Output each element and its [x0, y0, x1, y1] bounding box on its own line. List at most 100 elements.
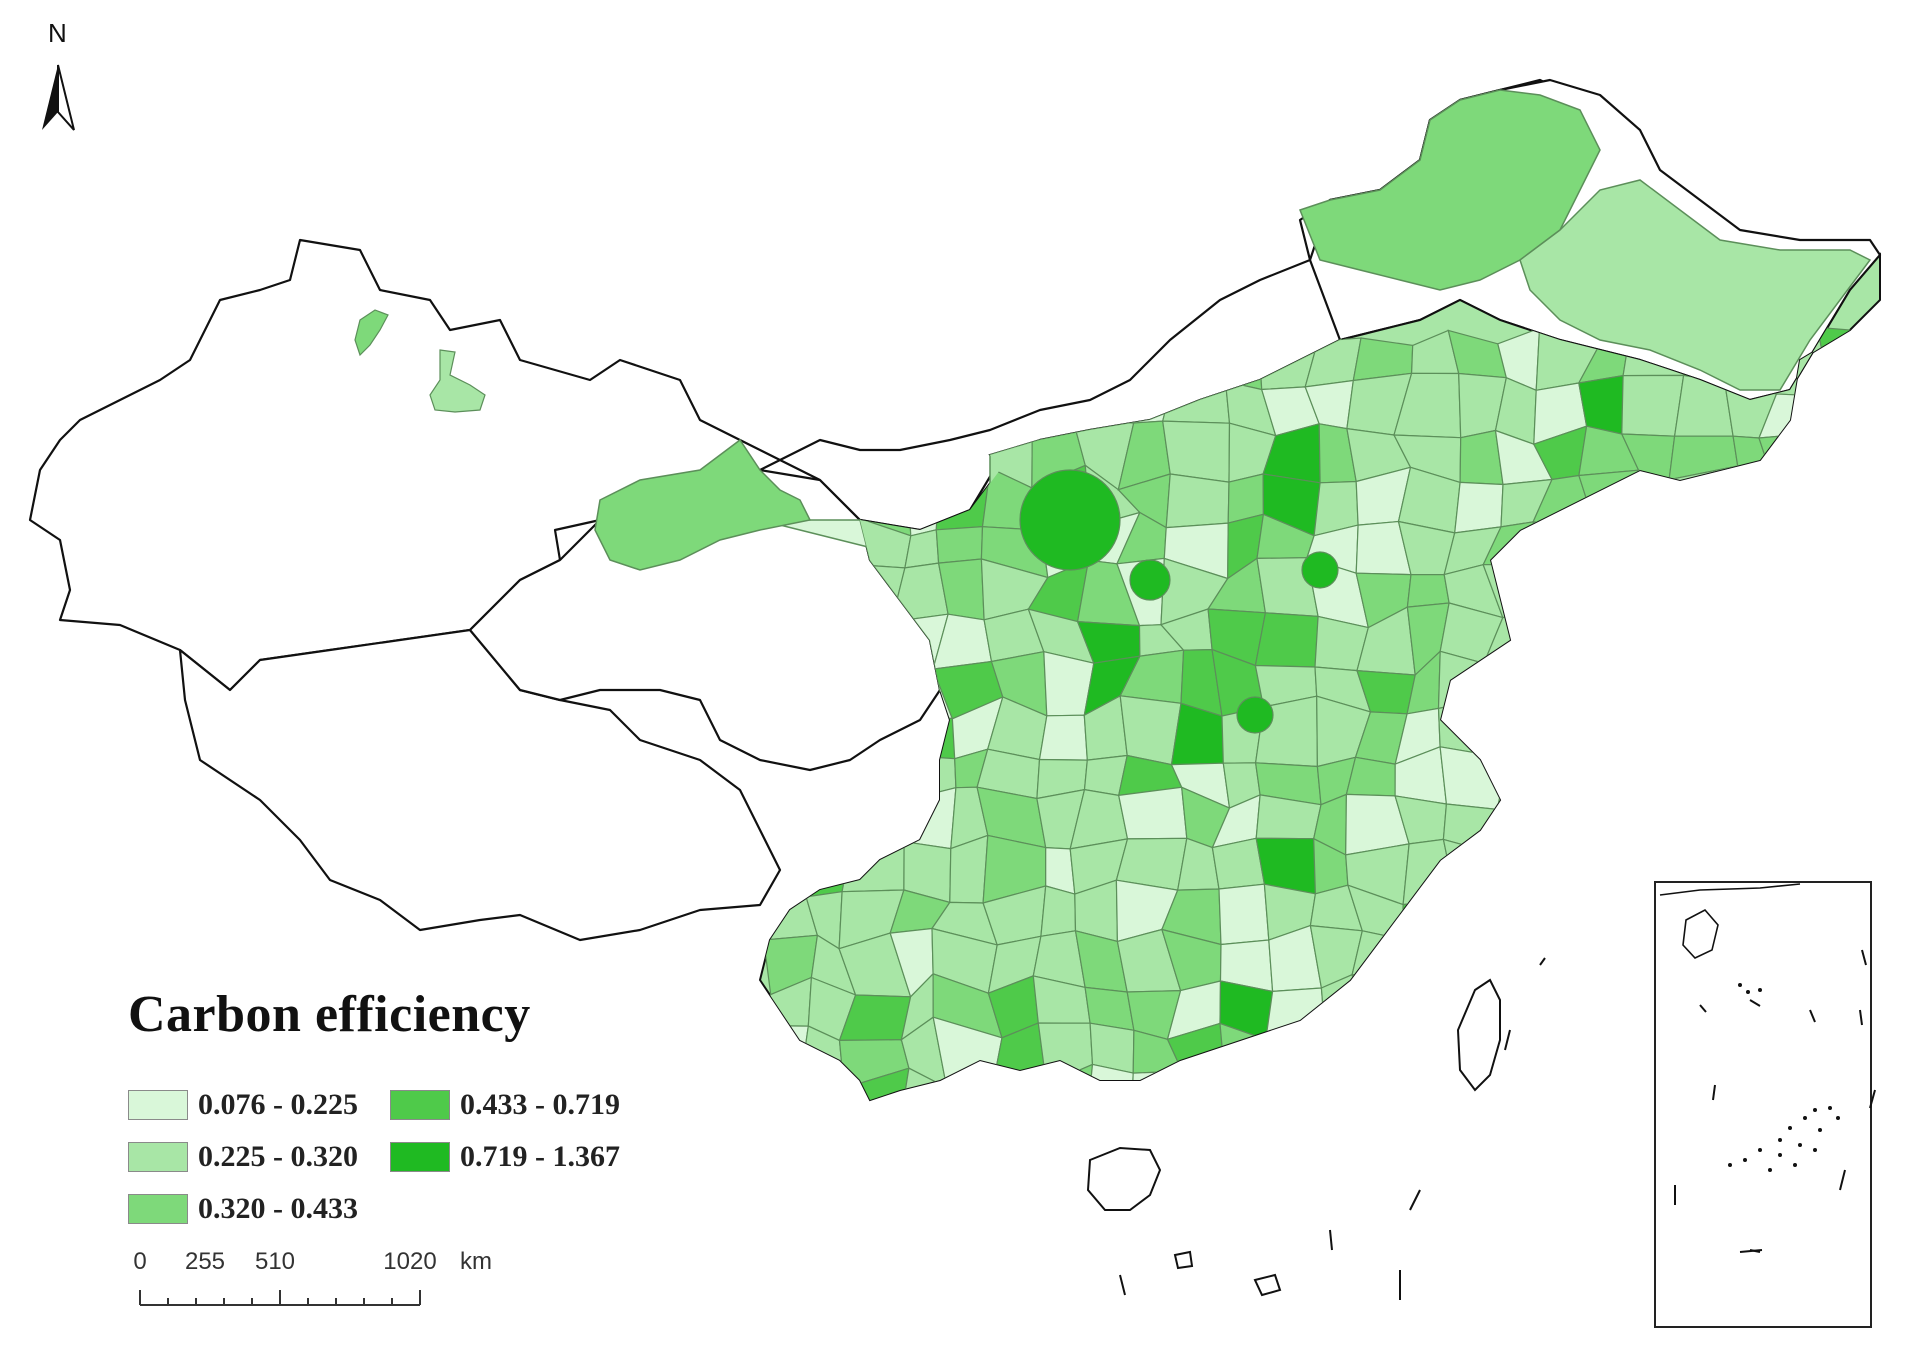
city-polygon — [844, 1161, 905, 1226]
city-polygon — [1534, 971, 1589, 1031]
city-polygon — [1533, 1110, 1595, 1170]
city-polygon — [800, 1072, 855, 1100]
city-polygon — [1256, 1301, 1320, 1347]
city-polygon — [1539, 563, 1598, 618]
city-polygon — [1578, 1029, 1648, 1078]
city-polygon — [1681, 603, 1726, 669]
city-polygon — [1487, 1310, 1547, 1347]
city-polygon — [795, 1161, 846, 1216]
city-polygon — [758, 1163, 796, 1216]
city-polygon — [1597, 1303, 1644, 1347]
city-polygon — [1350, 1248, 1405, 1305]
city-polygon — [898, 1113, 936, 1173]
city-polygon — [1038, 714, 1088, 761]
city-polygon — [1533, 1168, 1596, 1223]
inset-hainan — [1682, 908, 1719, 959]
city-polygon — [1301, 1305, 1370, 1347]
city-polygon — [797, 1249, 857, 1312]
city-polygon — [1278, 1209, 1311, 1262]
legend-label-5: 0.719 - 1.367 — [460, 1140, 620, 1173]
city-polygon — [1574, 657, 1647, 713]
legend-swatch-3 — [128, 1194, 188, 1224]
city-polygon — [1530, 835, 1586, 898]
city-polygon — [1269, 1125, 1314, 1170]
city-polygon — [766, 1212, 797, 1270]
city-polygon — [1529, 806, 1587, 848]
city-polygon — [749, 1249, 819, 1300]
city-polygon — [1484, 1259, 1542, 1317]
city-polygon — [936, 1168, 992, 1220]
city-polygon — [985, 1077, 1048, 1100]
city-polygon — [1236, 696, 1274, 734]
city-polygon — [1496, 808, 1532, 858]
city-polygon — [1574, 616, 1647, 669]
city-polygon — [1759, 659, 1825, 721]
city-polygon — [1030, 1063, 1094, 1100]
city-polygon — [1394, 973, 1452, 1029]
city-polygon — [1172, 1070, 1227, 1100]
city-polygon — [1578, 970, 1645, 1036]
city-polygon — [1672, 664, 1731, 712]
scale-bar — [139, 1290, 421, 1306]
city-polygon — [1117, 786, 1188, 840]
city-polygon — [1578, 1110, 1622, 1170]
city-polygon — [1304, 1125, 1369, 1175]
city-polygon — [1621, 374, 1685, 437]
city-polygon — [1823, 615, 1872, 673]
city-polygon — [935, 526, 984, 564]
city-polygon — [1816, 326, 1874, 398]
city-polygon — [760, 331, 818, 380]
city-polygon — [1584, 749, 1635, 808]
city-polygon — [1758, 431, 1826, 480]
city-polygon — [1672, 701, 1731, 756]
legend-swatch-1 — [128, 1090, 188, 1120]
city-polygon — [1715, 465, 1771, 535]
city-polygon — [977, 332, 1049, 400]
city-polygon — [1350, 1201, 1405, 1268]
city-polygon — [1770, 574, 1831, 623]
city-polygon — [1268, 1065, 1320, 1100]
city-polygon — [1532, 521, 1597, 579]
legend-label-2: 0.225 - 0.320 — [198, 1140, 358, 1173]
city-polygon — [1393, 1299, 1461, 1347]
city-polygon — [1162, 420, 1231, 483]
city-polygon — [1218, 883, 1270, 946]
city-polygon — [841, 390, 910, 444]
city-polygon — [1496, 757, 1546, 813]
city-polygon — [1593, 710, 1637, 764]
city-polygon — [1574, 846, 1639, 895]
south-china-sea-inset — [1654, 881, 1876, 1328]
city-polygon — [1528, 653, 1602, 714]
scale-label-1020: 1020 — [383, 1248, 437, 1275]
city-polygon — [1638, 562, 1692, 626]
city-polygon — [1369, 1167, 1405, 1203]
scale-label-0: 0 — [133, 1248, 147, 1275]
city-polygon — [1715, 615, 1776, 670]
city-polygon — [1265, 987, 1326, 1041]
city-polygon — [1033, 331, 1095, 400]
city-polygon — [1675, 742, 1725, 813]
city-polygon — [1019, 469, 1121, 571]
city-polygon — [1493, 1166, 1554, 1222]
city-polygon — [1774, 793, 1817, 854]
city-polygon — [1454, 481, 1504, 534]
scale-label-255: 255 — [184, 1248, 226, 1275]
city-polygon — [840, 1216, 905, 1267]
city-polygon — [1545, 937, 1589, 982]
city-polygon — [1822, 669, 1872, 719]
city-polygon — [1819, 468, 1878, 534]
city-polygon — [994, 1250, 1033, 1316]
city-polygon — [846, 1113, 902, 1170]
city-polygon — [1723, 793, 1785, 856]
city-polygon — [801, 373, 864, 444]
city-polygon — [1620, 510, 1692, 583]
city-polygon — [840, 1252, 897, 1312]
city-polygon — [1394, 1123, 1459, 1167]
city-polygon — [1689, 510, 1736, 574]
city-polygon — [1033, 1294, 1091, 1347]
city-polygon — [751, 1117, 814, 1177]
city-polygon — [1360, 1021, 1414, 1084]
city-polygon — [941, 1313, 999, 1347]
urumqi-city — [429, 349, 486, 413]
